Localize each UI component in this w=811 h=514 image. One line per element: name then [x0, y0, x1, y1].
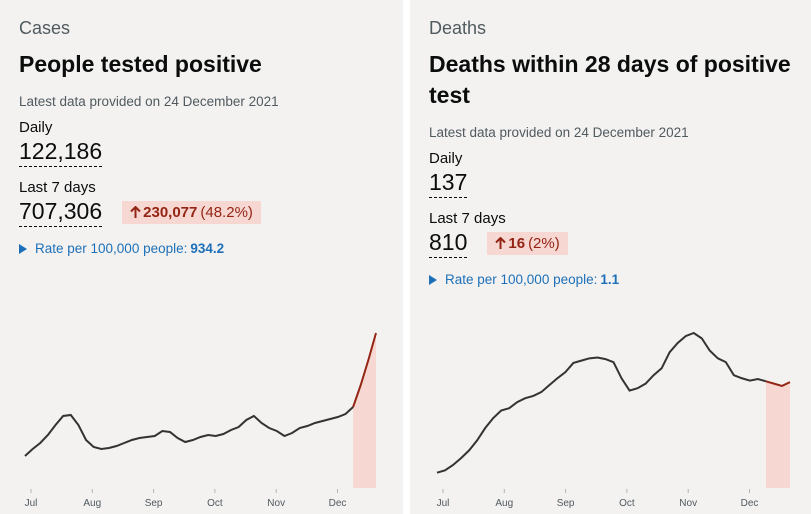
- week-value: 810: [429, 229, 468, 258]
- card-title: Deaths within 28 days of positive test: [429, 51, 791, 108]
- month-label: Nov: [267, 498, 285, 509]
- rate-label: Rate per 100,000 people:: [445, 272, 598, 287]
- week-label: Last 7 days: [429, 210, 506, 227]
- arrow-shape: [130, 205, 141, 218]
- daily-row: 122,186: [19, 138, 384, 167]
- category: Cases: [19, 18, 71, 38]
- month-label: Sep: [557, 498, 575, 509]
- month-label: Aug: [495, 498, 513, 509]
- month-label: Oct: [619, 498, 635, 509]
- triangle-shape: [19, 244, 27, 254]
- category: Deaths: [429, 18, 487, 38]
- trend-line: [436, 331, 767, 474]
- rate-link: Rate per 100,000 people: 934.2: [19, 241, 384, 256]
- daily-label: Daily: [19, 119, 53, 136]
- month-label: Dec: [329, 498, 347, 509]
- card: Deaths Deaths within 28 days of positive …: [410, 0, 811, 514]
- arrow-shape: [495, 236, 507, 249]
- updated: Latest data provided on 24 December 2021: [429, 125, 689, 140]
- change-value: 230,077: [143, 204, 198, 221]
- last-7-days-area: [765, 381, 790, 488]
- change-value: 16: [508, 235, 526, 252]
- week-label: Last 7 days: [19, 179, 96, 196]
- recent-trend-line: [765, 380, 791, 388]
- week-row: 707,306 230,077 (48.2%): [19, 198, 384, 227]
- daily-row: 137: [429, 169, 792, 198]
- card-title: People tested positive: [19, 51, 262, 77]
- rate-value: 1.1: [600, 272, 620, 287]
- week-value: 707,306: [19, 198, 103, 227]
- daily-value: 122,186: [19, 138, 103, 167]
- trend-line: [24, 406, 354, 457]
- card: Cases People tested positive Latest data p…: [0, 0, 403, 514]
- rate-value: 934.2: [190, 241, 225, 256]
- month-label: Nov: [679, 498, 697, 509]
- updated: Latest data provided on 24 December 2021: [19, 94, 279, 109]
- month-label: Jul: [437, 498, 450, 509]
- daily-value: 137: [429, 169, 468, 198]
- week-row: 810 16 (2%): [429, 229, 792, 258]
- change-badge: 230,077 (48.2%): [122, 201, 261, 224]
- chart: Jul Aug Sep Oct Nov Dec: [436, 331, 791, 509]
- recent-trend-line: [352, 332, 377, 408]
- change-badge: 16 (2%): [487, 232, 568, 255]
- month-label: Dec: [741, 498, 759, 509]
- up-arrow: [495, 236, 507, 249]
- up-arrow: [130, 205, 141, 218]
- month-label: Oct: [207, 498, 223, 509]
- month-label: Aug: [83, 498, 101, 509]
- last-7-days-area: [353, 333, 376, 488]
- triangle: [19, 244, 27, 254]
- chart: Jul Aug Sep Oct Nov Dec: [24, 332, 377, 509]
- rate-label: Rate per 100,000 people:: [35, 241, 188, 256]
- triangle-shape: [429, 275, 437, 285]
- month-label: Jul: [25, 498, 38, 509]
- rate-link: Rate per 100,000 people: 1.1: [429, 272, 792, 287]
- change-percent: (48.2%): [200, 204, 253, 221]
- change-percent: (2%): [528, 235, 560, 252]
- daily-label: Daily: [429, 150, 463, 167]
- month-label: Sep: [145, 498, 163, 509]
- triangle: [429, 275, 437, 285]
